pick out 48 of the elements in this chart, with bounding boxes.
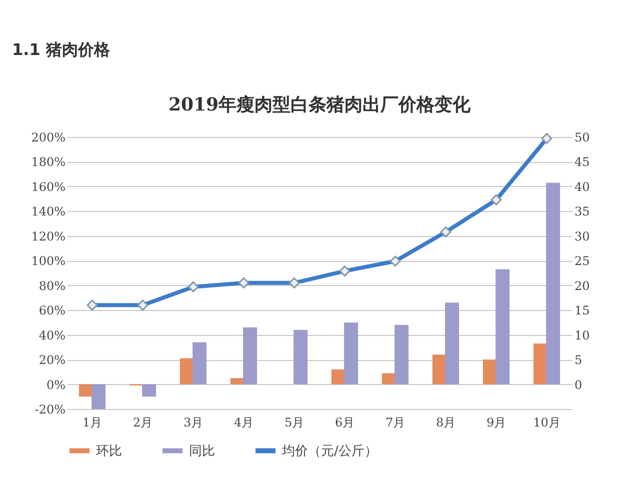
legend-label: 环比	[96, 444, 122, 459]
y-tick-label: 60%	[38, 304, 66, 318]
y-tick-label: 200%	[31, 130, 66, 144]
y2-tick-label: 10	[574, 328, 590, 342]
y2-tick-label: 30	[574, 229, 590, 244]
y-tick-label: 100%	[31, 254, 66, 268]
y2-tick-label: 35	[574, 204, 590, 219]
y2-tick-label: 25	[574, 254, 590, 268]
x-tick-label: 8月	[436, 416, 456, 430]
bar	[192, 342, 207, 384]
bar	[243, 327, 258, 384]
x-tick-label: 6月	[334, 416, 355, 430]
bar	[142, 384, 156, 397]
y-tick-label: -20%	[34, 402, 66, 416]
y-tick-label: 160%	[31, 180, 66, 194]
x-tick-label: 3月	[183, 416, 204, 430]
bar	[92, 384, 106, 409]
y2-tick-label: 50	[574, 130, 590, 144]
bar	[445, 302, 460, 384]
x-tick-label: 1月	[82, 416, 102, 430]
y2-tick-label: 15	[574, 304, 590, 318]
y2-tick-label: 5	[574, 353, 582, 368]
y-tick-label: 120%	[31, 229, 66, 244]
y-tick-label: 80%	[38, 278, 66, 293]
legend-label: 均价（元/公斤）	[281, 444, 378, 459]
legend-label: 同比	[189, 444, 215, 459]
y-tick-label: 140%	[31, 204, 66, 219]
chart-title: 2019年瘦肉型白条猪肉出厂价格变化	[168, 94, 472, 116]
x-tick-label: 5月	[284, 416, 304, 430]
y2-tick-label: 20	[574, 278, 590, 293]
bar	[294, 330, 308, 384]
y2-tick-label: 0	[574, 378, 582, 392]
x-tick-label: 4月	[234, 416, 254, 430]
y-tick-label: 0%	[46, 378, 66, 392]
y2-tick-label: 40	[574, 180, 590, 194]
bar	[344, 322, 358, 384]
bar	[394, 324, 409, 384]
x-tick-label: 9月	[486, 416, 506, 430]
bar	[496, 269, 510, 384]
text: 1.1 猪肉价格	[12, 40, 111, 59]
y-tick-label: 40%	[38, 328, 66, 342]
x-tick-label: 7月	[385, 416, 406, 430]
x-tick-label: 10月	[533, 416, 560, 430]
bar	[546, 182, 560, 384]
y2-tick-label: 45	[574, 155, 590, 170]
x-tick-label: 2月	[132, 416, 153, 430]
y-tick-label: 20%	[38, 353, 66, 368]
y-tick-label: 180%	[31, 155, 66, 170]
